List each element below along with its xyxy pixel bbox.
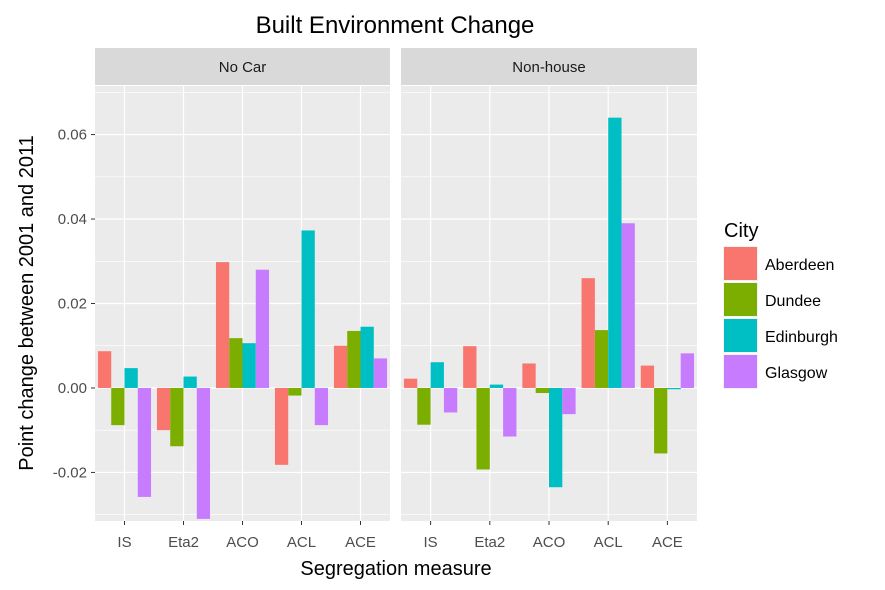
y-tick-label: 0.06	[58, 127, 87, 144]
bar-aberdeen-eta2	[156, 387, 171, 431]
bar-edinburgh-acl	[608, 117, 622, 388]
bar-glasgow-ace	[373, 358, 388, 388]
facet-strip	[401, 48, 697, 85]
x-axis-title: Segregation measure	[300, 558, 491, 580]
x-tick-label: ACO	[533, 534, 566, 551]
panel-non-house: Non-house	[401, 48, 697, 521]
bar-dundee-ace	[347, 330, 361, 388]
y-tick-label: 0.00	[58, 380, 87, 397]
bar-aberdeen-aco	[215, 262, 230, 388]
legend-label: Glasgow	[765, 365, 828, 382]
bar-edinburgh-acl	[301, 230, 315, 388]
bar-dundee-acl	[594, 330, 609, 388]
bar-edinburgh-aco	[242, 343, 256, 388]
bar-dundee-eta2	[476, 387, 490, 470]
bar-aberdeen-acl	[274, 387, 289, 465]
x-tick-label: IS	[424, 534, 438, 551]
bar-aberdeen-acl	[581, 278, 595, 388]
facet-strip	[95, 48, 390, 85]
y-tick-label: -0.02	[53, 464, 87, 481]
bar-edinburgh-eta2	[183, 376, 197, 388]
bar-dundee-aco	[535, 387, 549, 394]
x-tick-label: IS	[117, 534, 131, 551]
y-axis-title: Point change between 2001 and 2011	[16, 135, 38, 470]
bar-edinburgh-is	[124, 368, 138, 388]
bar-glasgow-eta2	[196, 387, 211, 519]
bar-group	[97, 230, 388, 519]
bar-aberdeen-ace	[333, 345, 348, 388]
x-tick-label: ACE	[345, 534, 376, 551]
bar-dundee-eta2	[170, 387, 184, 447]
legend: City Aberdeen Dundee Edinburgh Glasgow	[723, 220, 838, 389]
bar-group	[403, 117, 695, 488]
panel-no-car: No Car	[95, 48, 390, 521]
bar-glasgow-acl	[314, 387, 329, 426]
bar-aberdeen-aco	[522, 363, 536, 388]
legend-items: Aberdeen Dundee Edinburgh Glasgow	[723, 246, 838, 389]
x-tick-label: Eta2	[474, 534, 505, 551]
legend-swatch	[724, 319, 757, 352]
x-tick-label: ACE	[652, 534, 683, 551]
x-tick-label: ACL	[594, 534, 623, 551]
bar-glasgow-ace	[680, 353, 695, 388]
y-tick-label: 0.04	[58, 211, 87, 228]
bar-aberdeen-eta2	[463, 346, 477, 388]
bar-edinburgh-is	[430, 362, 444, 388]
bar-dundee-acl	[288, 387, 302, 396]
y-tick-label: 0.02	[58, 296, 87, 313]
legend-label: Dundee	[765, 293, 821, 310]
facet-label: Non-house	[512, 59, 585, 76]
bar-glasgow-eta2	[503, 387, 517, 437]
bar-glasgow-aco	[562, 387, 576, 415]
bar-glasgow-aco	[255, 269, 270, 388]
bar-dundee-is	[111, 387, 125, 426]
x-tick-label: ACL	[287, 534, 316, 551]
bar-edinburgh-aco	[549, 387, 563, 488]
bar-glasgow-is	[443, 387, 458, 413]
legend-swatch	[724, 283, 757, 316]
bar-dundee-aco	[229, 338, 243, 388]
y-axis: -0.02 0.00 0.02 0.04 0.06	[53, 127, 95, 481]
bar-dundee-ace	[654, 387, 668, 454]
chart-title: Built Environment Change	[256, 12, 535, 39]
bar-aberdeen-is	[403, 378, 418, 388]
x-tick-label: ACO	[226, 534, 259, 551]
bar-glasgow-is	[137, 387, 152, 497]
legend-title: City	[724, 220, 758, 242]
facet-label: No Car	[219, 59, 267, 76]
bar-glasgow-acl	[621, 223, 635, 388]
legend-swatch	[724, 247, 757, 280]
bar-aberdeen-ace	[640, 365, 655, 388]
legend-label: Edinburgh	[765, 329, 838, 346]
legend-label: Aberdeen	[765, 257, 834, 274]
bar-aberdeen-is	[97, 351, 112, 388]
bar-edinburgh-ace	[667, 387, 681, 390]
bar-dundee-is	[417, 387, 431, 425]
x-tick-label: Eta2	[168, 534, 199, 551]
x-axis: IS Eta2 ACO ACL ACE IS Eta2 ACO ACL ACE	[117, 521, 683, 551]
legend-swatch	[724, 355, 757, 388]
bar-edinburgh-eta2	[489, 384, 504, 388]
bar-edinburgh-ace	[360, 326, 374, 388]
